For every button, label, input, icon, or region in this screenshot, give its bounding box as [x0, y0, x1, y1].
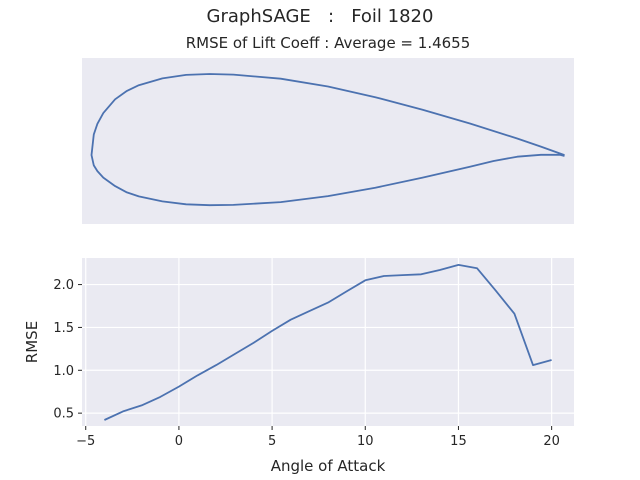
x-tick-label: 20: [543, 434, 560, 449]
airfoil-outline: [90, 73, 565, 207]
top-chart-title: RMSE of Lift Coeff : Average = 1.4655: [185, 34, 471, 52]
y-tick-label: 1.0: [53, 364, 74, 379]
x-axis-label: Angle of Attack: [271, 457, 386, 475]
y-tick-label: 0.5: [53, 407, 74, 422]
y-tick-label: 1.5: [53, 321, 74, 336]
rmse-grid: [82, 258, 574, 426]
figure-suptitle: GraphSAGE : Foil 1820: [206, 6, 434, 27]
y-tick-label: 2.0: [53, 278, 74, 293]
rmse-axes-background: [82, 258, 574, 426]
x-tick-label: 5: [268, 434, 276, 449]
rmse-line: [104, 264, 552, 421]
x-tick-label: 10: [357, 434, 374, 449]
x-tick-label: 0: [175, 434, 183, 449]
airfoil-axes: [82, 58, 574, 224]
x-tick-label: 15: [450, 434, 467, 449]
y-axis-label: RMSE: [23, 321, 41, 363]
x-tick-label: −5: [76, 434, 95, 449]
rmse-axes: −5 0 5 10 15 20 0.5 1.0 1.5 2.0 Angle of Attack R…: [23, 258, 574, 475]
rmse-ticks: −5 0 5 10 15 20 0.5 1.0 1.5 2.0: [53, 278, 560, 449]
